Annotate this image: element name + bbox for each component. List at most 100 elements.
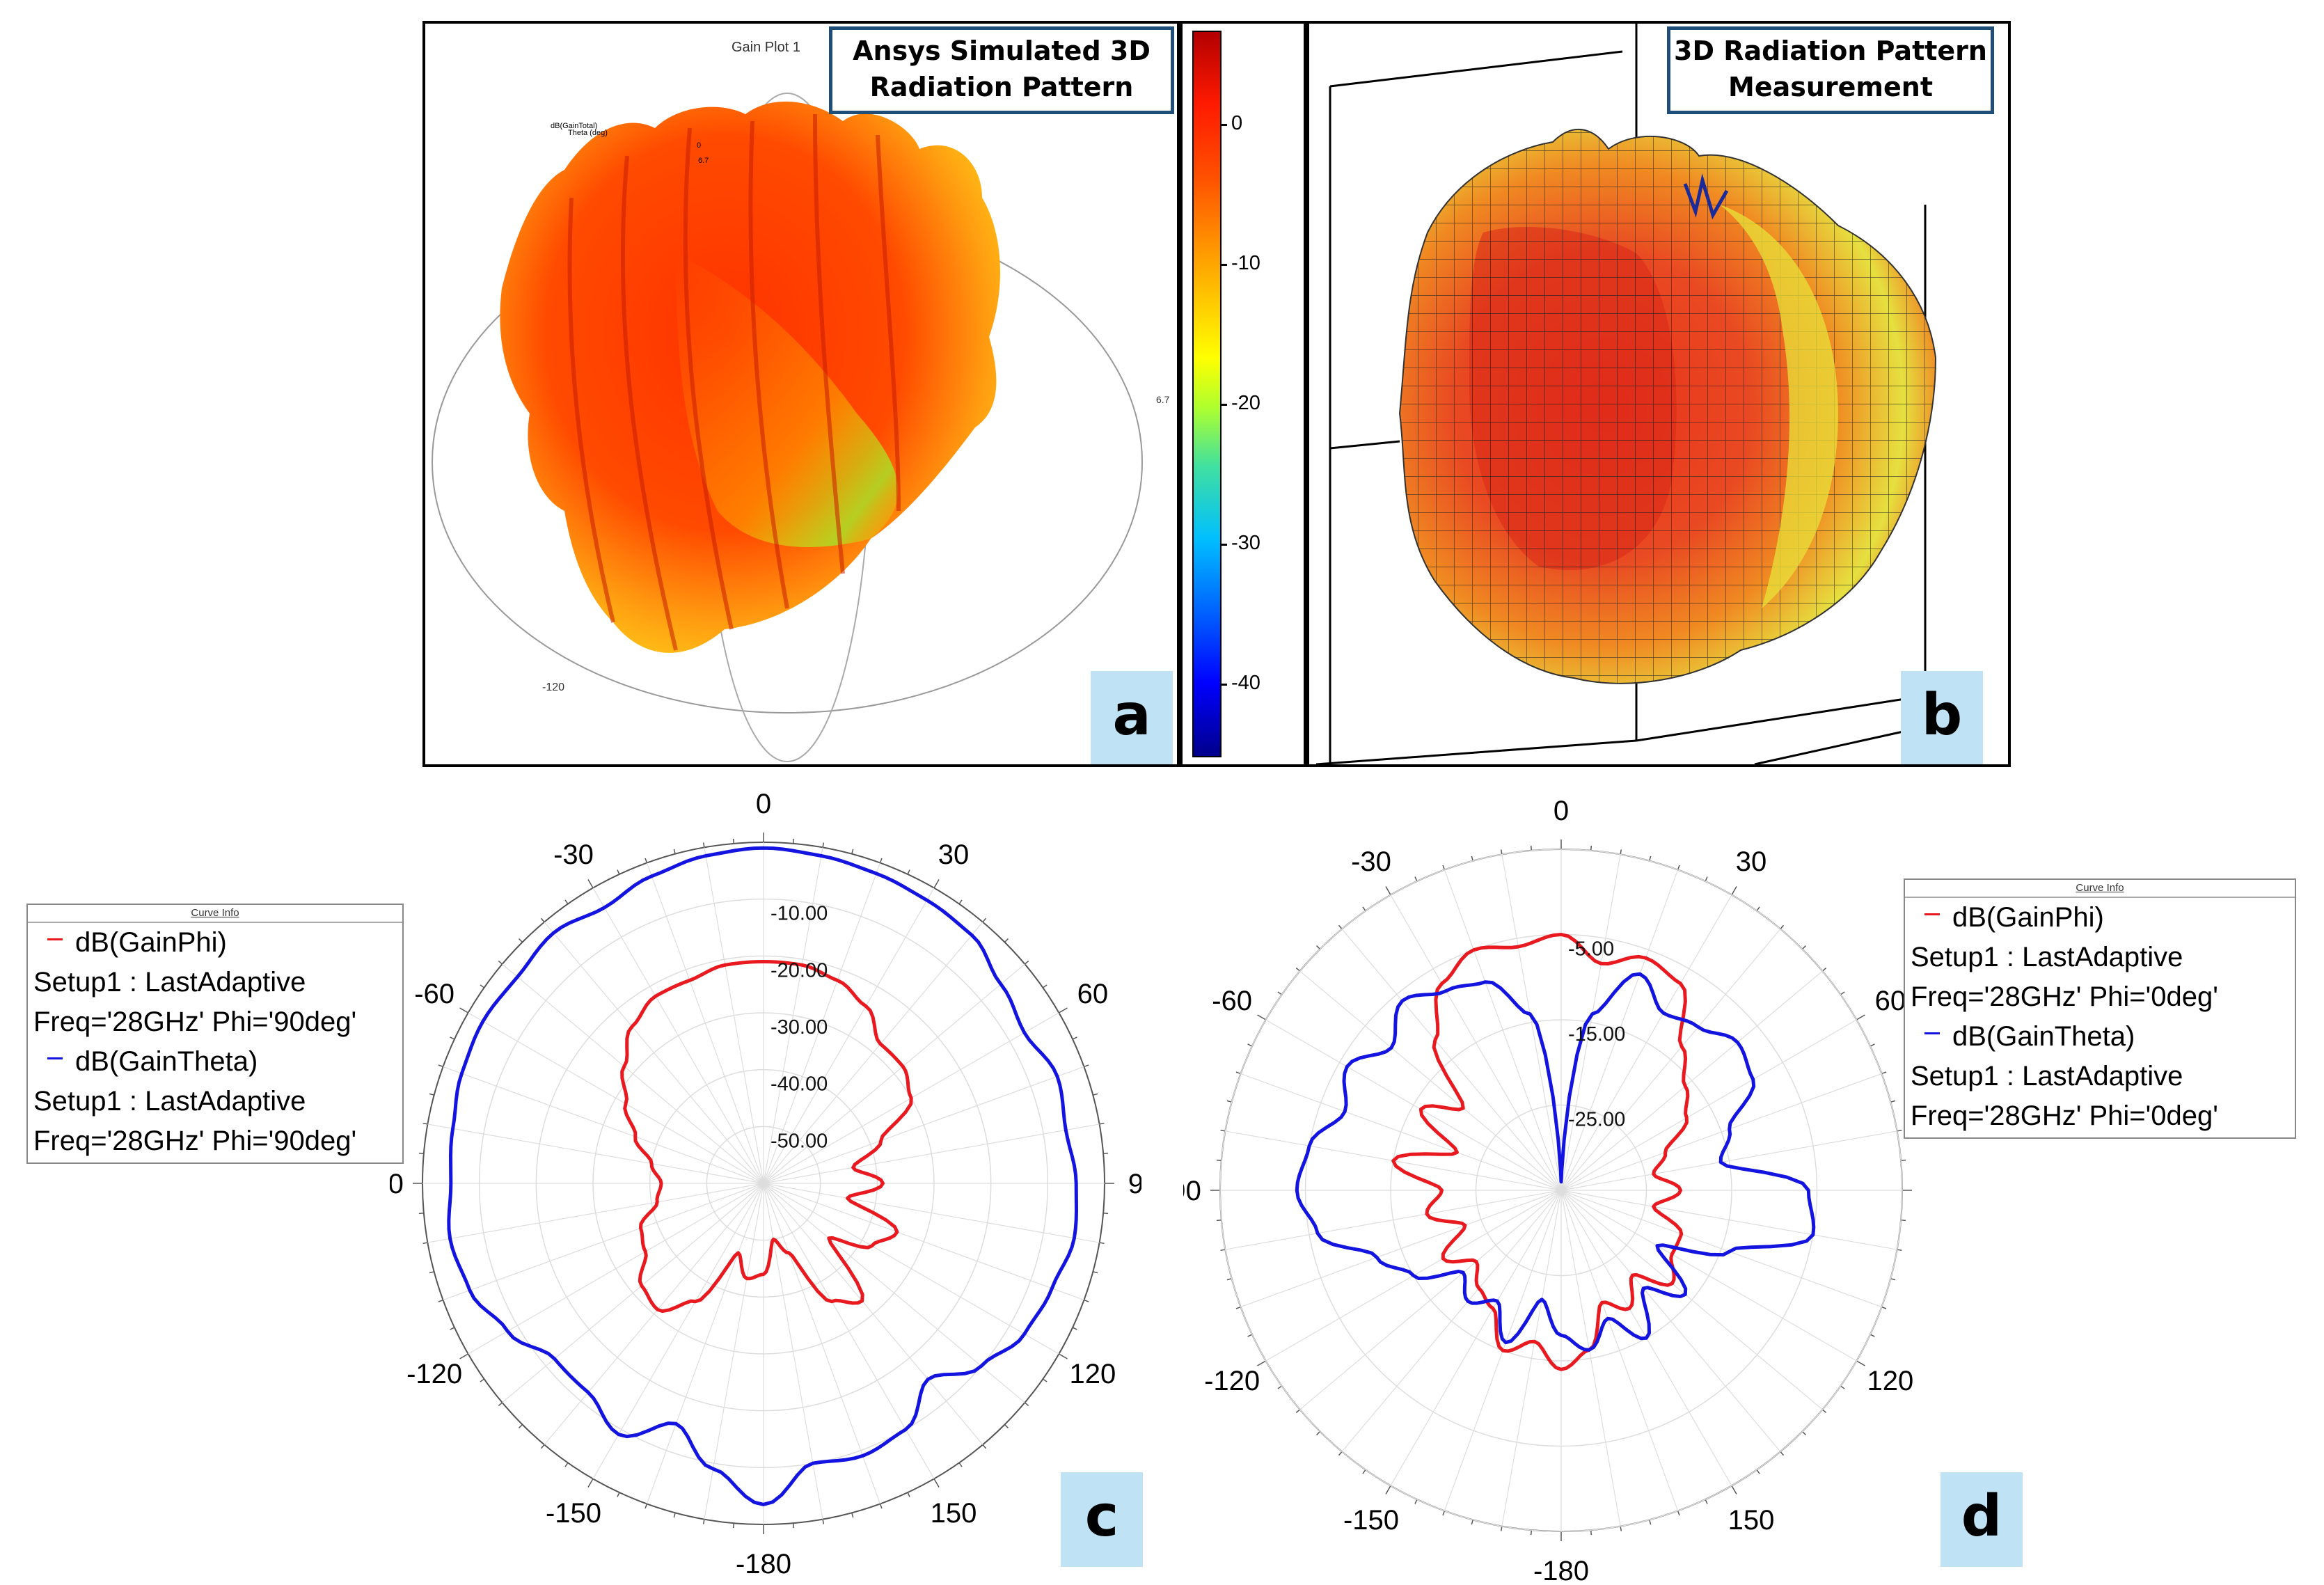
angle-label: -150 xyxy=(546,1498,601,1529)
angle-label: 150 xyxy=(931,1498,977,1529)
panel-a-3d-plot: Gain Plot 1 dB(GainTotal) Theta (deg) 0 … xyxy=(432,40,1170,762)
angle-label: 0 xyxy=(1554,796,1569,826)
angle-label: 120 xyxy=(1867,1366,1913,1396)
angle-label: -60 xyxy=(1212,986,1252,1016)
polar-tick xyxy=(1093,1271,1098,1274)
polar-tick xyxy=(540,1444,545,1449)
colorbar-tick-label: -10 xyxy=(1231,251,1260,274)
polar-tick xyxy=(1620,849,1622,855)
tiny-label-3: 6.7 xyxy=(698,157,709,165)
polar-tick xyxy=(645,858,648,863)
series-dbgaintheta xyxy=(447,846,1078,1506)
legend-c-theta-freq: Freq='28GHz' Phi='90deg' xyxy=(33,1126,357,1156)
polar-tick xyxy=(1316,1430,1321,1435)
angle-label: -90 xyxy=(390,1169,404,1199)
legend-d-phi-name: dB(GainPhi) xyxy=(1952,902,2104,933)
polar-tick xyxy=(1385,886,1391,896)
angle-label: -150 xyxy=(1343,1505,1399,1536)
polar-tick xyxy=(1216,1159,1222,1162)
polar-ring xyxy=(535,955,992,1412)
colorbar-tick-label: 0 xyxy=(1231,111,1243,134)
polar-ring xyxy=(592,1012,935,1355)
polar-tick xyxy=(1042,1378,1048,1382)
colorbar-tick-mark xyxy=(1220,263,1227,266)
polar-tick xyxy=(1216,1219,1222,1222)
polar-tick xyxy=(418,1212,424,1215)
polar-tick xyxy=(1362,906,1366,912)
measured-blue-fragment xyxy=(1683,173,1729,220)
polar-tick xyxy=(587,879,594,889)
polar-tick xyxy=(1414,1499,1418,1504)
tiny-label-1: Theta (deg) xyxy=(568,129,608,137)
polar-tick xyxy=(1756,906,1760,912)
polar-tick xyxy=(645,1504,648,1509)
legend-d-phi-freq: Freq='28GHz' Phi='0deg' xyxy=(1911,981,2218,1012)
polar-tick xyxy=(480,1378,485,1382)
polar-tick xyxy=(1058,1007,1068,1014)
lobe-ridges xyxy=(567,113,901,651)
polar-tick xyxy=(1220,1129,1226,1132)
polar-tick xyxy=(587,1478,594,1488)
polar-tick xyxy=(429,1271,434,1274)
polar-tick xyxy=(851,1513,854,1518)
polar-tick xyxy=(1442,1511,1446,1516)
polar-tick xyxy=(498,1402,503,1407)
radial-label: -15.00 xyxy=(1568,1023,1625,1046)
polar-tick xyxy=(1821,1409,1827,1414)
polar-tick xyxy=(1257,1360,1267,1366)
radial-label: -50.00 xyxy=(770,1130,828,1152)
legend-c-header: Curve Info xyxy=(28,905,402,923)
polar-tick xyxy=(1247,1043,1253,1047)
polar-tick xyxy=(1277,991,1283,995)
polar-tick xyxy=(1471,855,1473,861)
polar-tick xyxy=(1530,845,1533,851)
badge-d: d xyxy=(1940,1472,2023,1567)
legend-d-phi-setup: Setup1 : LastAdaptive xyxy=(1911,942,2183,972)
measured-pattern-main-lobe-mesh xyxy=(1469,226,1677,570)
angle-label: 30 xyxy=(938,839,970,870)
polar-tick xyxy=(1226,1278,1232,1281)
polar-tick xyxy=(1801,945,1806,950)
polar-tick xyxy=(1856,1360,1865,1366)
legend-d-header: Curve Info xyxy=(1905,880,2295,898)
polar-tick xyxy=(1084,1064,1089,1068)
polar-tick xyxy=(438,1299,443,1302)
polar-tick xyxy=(1881,1306,1887,1309)
angle-label: 60 xyxy=(1077,979,1109,1009)
polar-tick xyxy=(1897,1129,1902,1132)
radial-label: -30.00 xyxy=(770,1016,828,1039)
radial-label: -20.00 xyxy=(770,959,828,981)
angle-label: 60 xyxy=(1875,986,1906,1016)
polar-tick xyxy=(1500,1526,1503,1531)
polar-tick xyxy=(1649,855,1652,861)
colorbar-tick-label: -30 xyxy=(1231,532,1260,555)
radiation-lobe-shading xyxy=(676,253,899,547)
legend-c-phi-name: dB(GainPhi) xyxy=(75,927,227,958)
legend-c-phi-marker xyxy=(47,938,63,940)
measured-pattern-yellow-band xyxy=(1720,205,1838,608)
legend-c-theta-marker xyxy=(47,1057,63,1059)
polar-tick xyxy=(879,858,883,863)
polar-tick xyxy=(1103,1152,1109,1155)
colorbar-tick-label: -20 xyxy=(1231,392,1260,415)
angle-label: -60 xyxy=(414,979,454,1009)
colorbar-tick-mark xyxy=(1220,684,1227,686)
radial-label: -5.00 xyxy=(1568,938,1614,961)
legend-c-phi: dB(GainPhi) xyxy=(28,923,402,963)
polar-tick xyxy=(1890,1100,1896,1103)
polar-tick xyxy=(982,1444,987,1449)
polar-tick xyxy=(1024,1402,1029,1407)
polar-tick xyxy=(1901,1219,1906,1222)
polar-tick xyxy=(617,1492,620,1497)
polar-tick xyxy=(933,1478,940,1488)
panel-b-title: 3D Radiation Pattern Measurement xyxy=(1667,26,1994,114)
polar-tick xyxy=(907,1492,910,1497)
panel-a-title-text: Ansys Simulated 3D Radiation Pattern xyxy=(853,36,1151,102)
panel-b-title-text: 3D Radiation Pattern Measurement xyxy=(1674,36,1987,102)
polar-tick xyxy=(422,1122,428,1125)
angle-label: -120 xyxy=(1204,1366,1260,1396)
polar-tick xyxy=(879,1504,883,1509)
polar-tick xyxy=(1295,1409,1301,1414)
badge-a: a xyxy=(1091,671,1173,764)
polar-tick xyxy=(673,849,676,854)
